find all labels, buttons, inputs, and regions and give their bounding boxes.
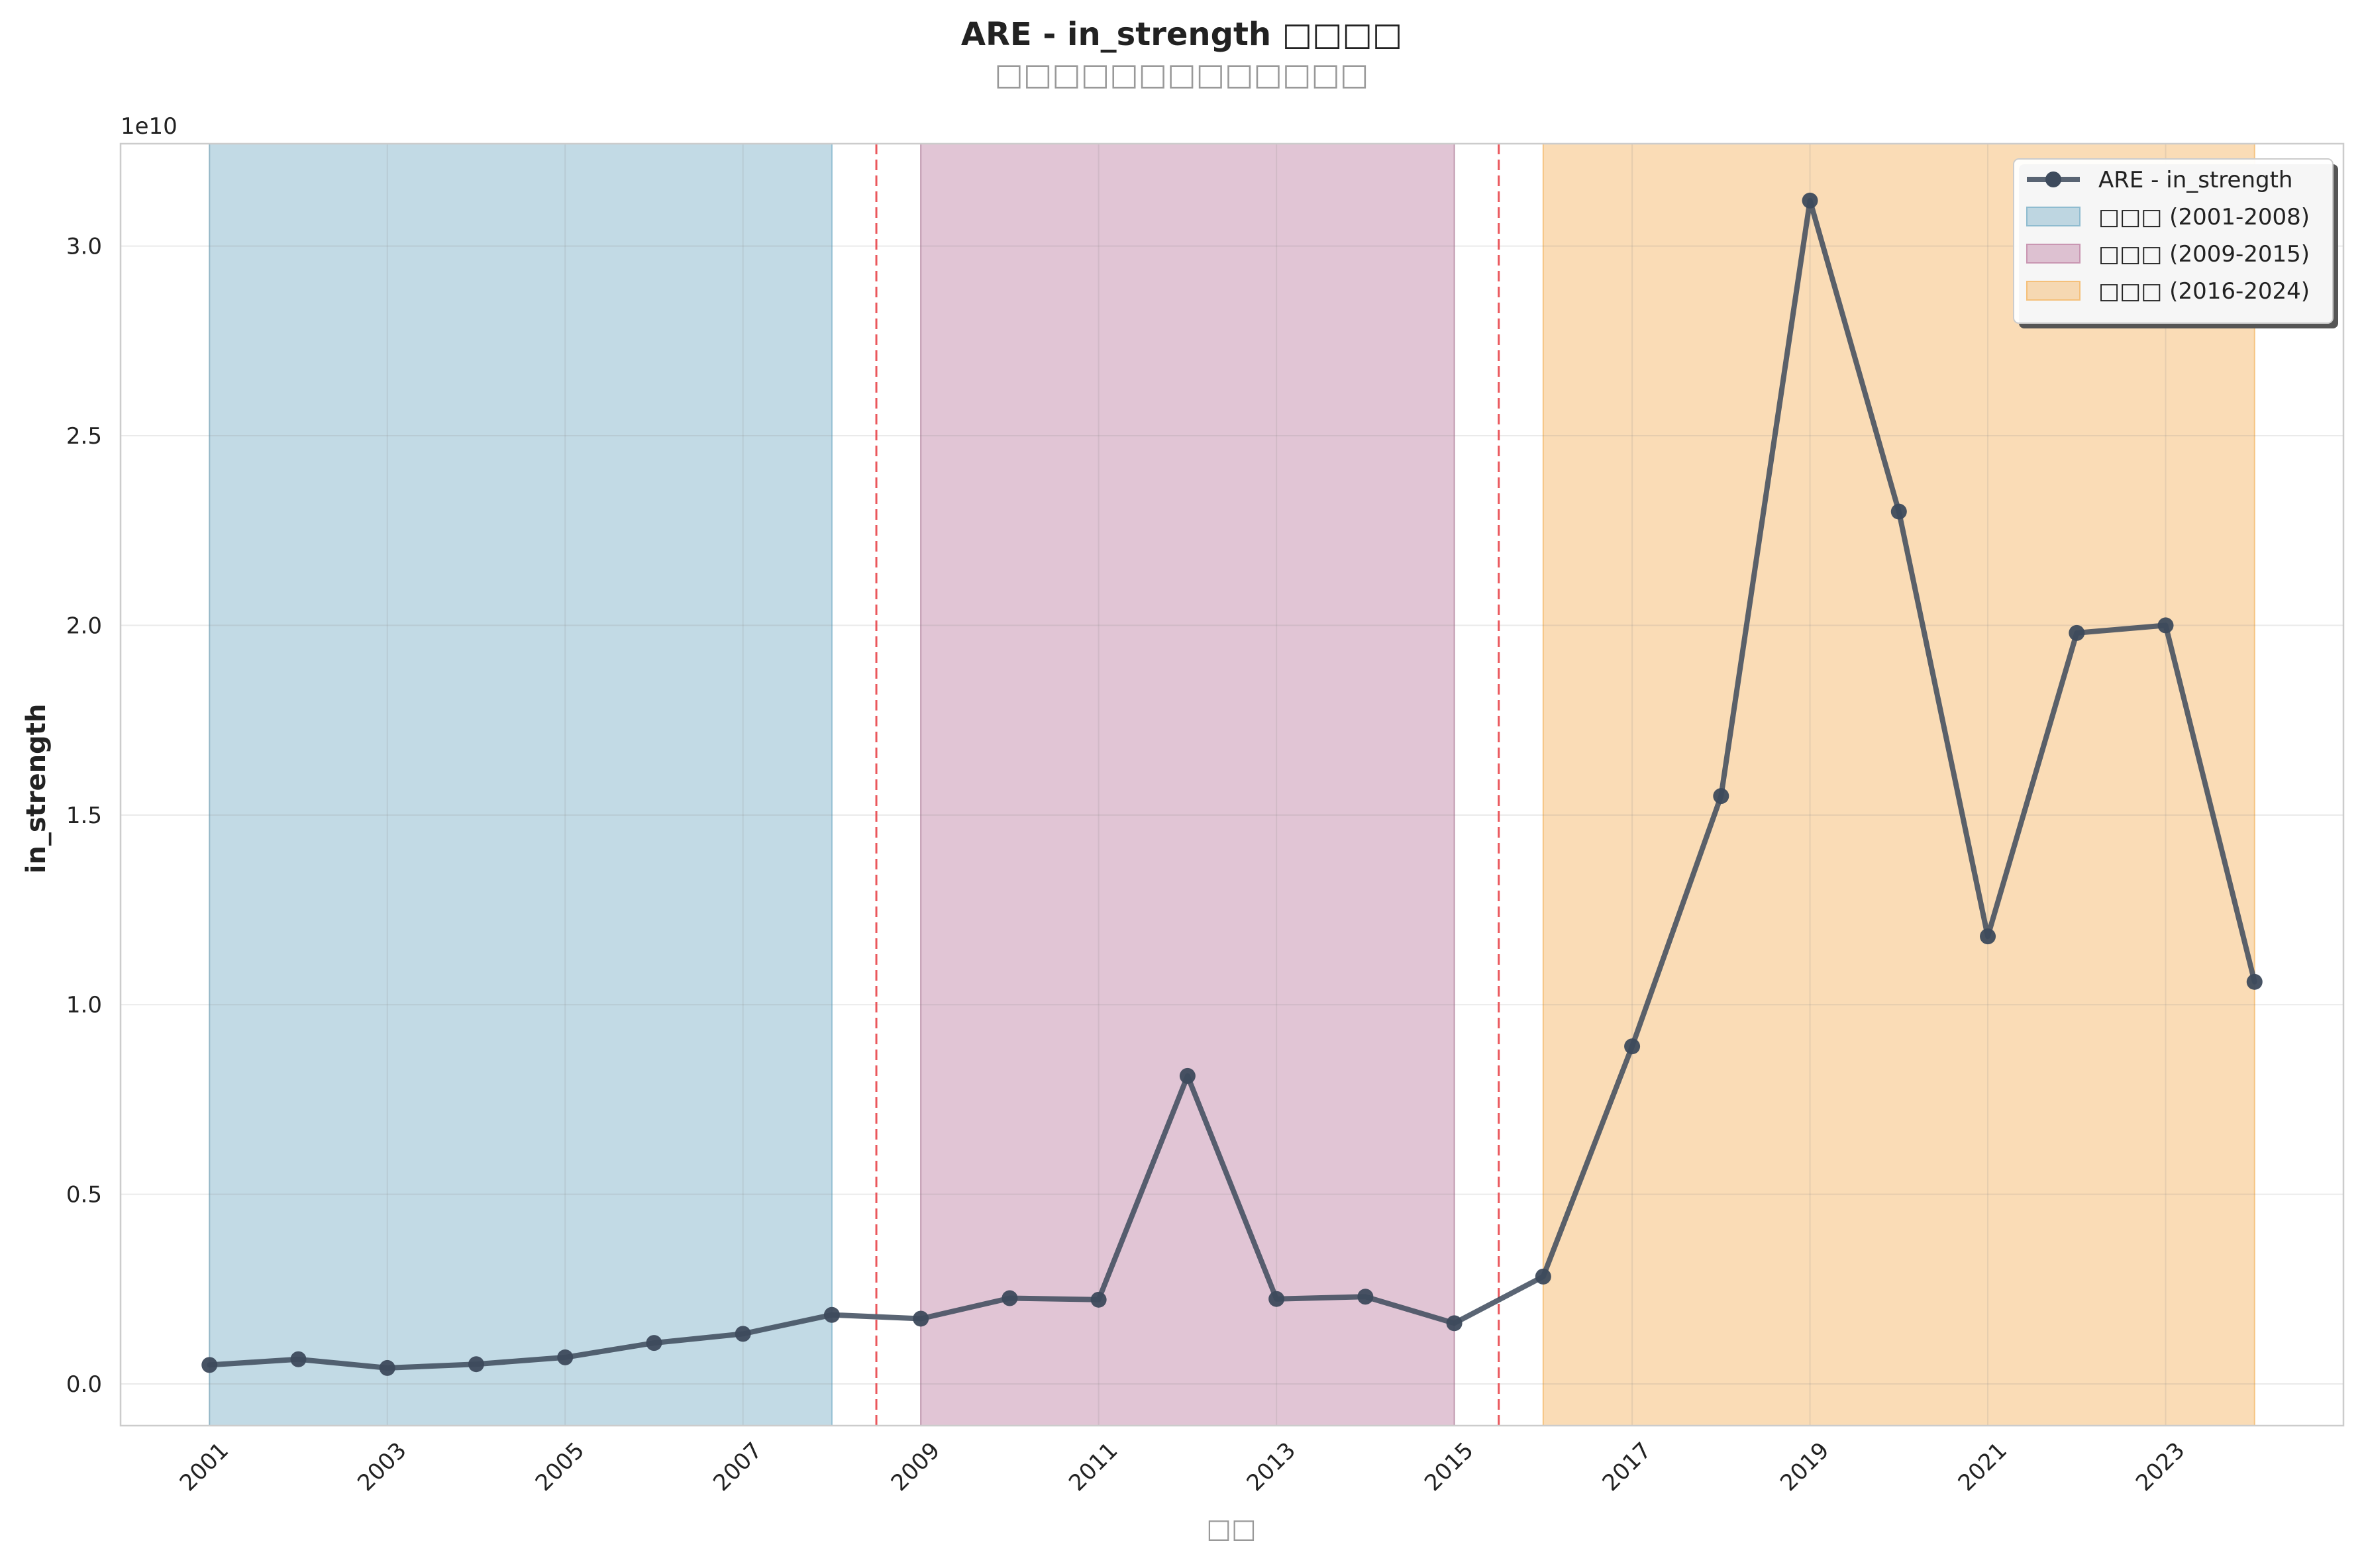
data-point [1357,1289,1374,1305]
x-tick-label: 2009 [886,1437,945,1496]
plot-frame [119,142,2345,1427]
legend-period-label: □□□ (2001-2008) [2098,204,2310,230]
data-point [557,1349,574,1365]
x-tick-label: 2015 [1419,1437,1478,1496]
data-point [1446,1315,1463,1332]
y-tick-label: 0.0 [66,1371,102,1398]
x-tick-label: 2011 [1064,1437,1123,1496]
chart-title: ARE - in_strength □□□□ [961,16,1402,53]
data-point [2246,973,2263,990]
data-point [379,1359,395,1376]
series-line [207,197,2257,1371]
data-point [201,1357,218,1373]
period-span-1 [209,143,833,1426]
data-point [1802,192,1818,209]
y-tick-label: 3.0 [66,234,102,260]
chart-subtitle: □□□□□□□□□□□□□ [994,56,1368,92]
data-point [1535,1268,1551,1285]
x-tick-label: 2023 [2131,1437,2190,1496]
x-tick-label: 2017 [1598,1437,1657,1496]
legend-period-swatch [2026,281,2081,301]
data-point [913,1310,929,1327]
x-axis-label: □□ [1206,1514,1257,1544]
period-span-3 [1542,143,2255,1426]
data-point [735,1326,751,1342]
y-axis-label: in_strength [21,704,52,874]
legend-period-label: □□□ (2016-2024) [2098,278,2310,305]
legend: ARE - in_strength □□□ (2001-2008) □□□ (200… [2013,158,2338,328]
y-tick-label: 1.5 [66,803,102,829]
data-point [1890,503,1907,520]
x-tick-label: 2013 [1242,1437,1301,1496]
data-point [1980,928,1996,945]
legend-series-label: ARE - in_strength [2098,167,2292,193]
data-point [2069,624,2085,641]
data-point [646,1335,662,1351]
data-point [468,1356,484,1373]
data-point [1624,1038,1641,1055]
y-tick-label: 2.5 [66,423,102,450]
y-tick-label: 0.5 [66,1182,102,1208]
data-point [1713,788,1729,805]
legend-period-swatch [2026,244,2081,264]
y-tick-label: 2.0 [66,612,102,639]
x-tick-label: 2003 [352,1437,411,1496]
data-point [1268,1291,1285,1307]
x-tick-label: 2019 [1775,1437,1834,1496]
plot-area: 0.0 0.5 1.0 1.5 2.0 2.5 3.0 2001 2003 2005 2007 200… [66,142,2345,1496]
data-point [823,1306,840,1323]
x-tick-label: 2007 [708,1437,767,1496]
legend-series-marker [2045,172,2061,187]
legend-period-swatch [2026,207,2081,226]
period-span-2 [920,143,1455,1426]
x-tick-label: 2001 [175,1437,234,1496]
y-offset-text: 1e10 [121,113,178,140]
x-tick-label: 2021 [1953,1437,2012,1496]
legend-box [2013,158,2334,324]
legend-period-label: □□□ (2009-2015) [2098,241,2310,268]
y-tick-label: 1.0 [66,992,102,1018]
x-tick-label: 2005 [531,1437,590,1496]
data-point [290,1351,307,1367]
data-point [1002,1290,1018,1306]
data-point [2157,617,2174,634]
data-point [1179,1067,1196,1084]
data-point [1090,1291,1107,1308]
